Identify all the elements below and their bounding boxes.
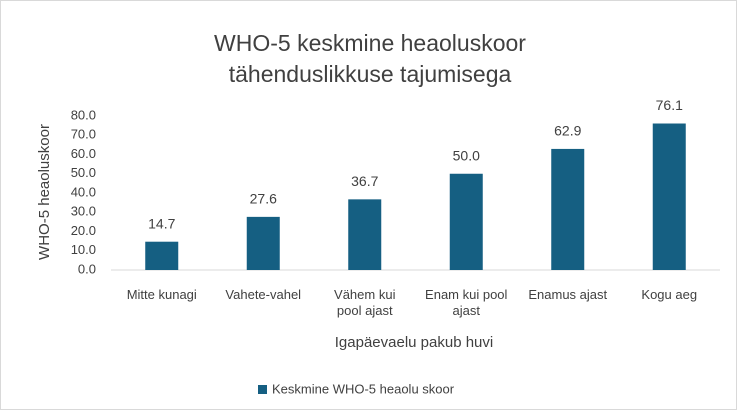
x-tick-label: Enam kui pool ajast [425, 287, 508, 318]
chart-title: WHO-5 keskmine heaoluskoor tähenduslikku… [214, 30, 526, 87]
bar [246, 216, 280, 270]
data-label: 50.0 [453, 147, 480, 163]
y-tick-label: 70.0 [71, 127, 96, 142]
bar [551, 148, 585, 270]
x-tick-label: Kogu aeg [641, 287, 698, 302]
x-tick-label: Vahete-vahel [225, 287, 302, 302]
legend-swatch [258, 385, 267, 394]
y-tick-label: 60.0 [71, 146, 96, 161]
x-tick-label: Vähem kui pool ajast [334, 287, 396, 318]
y-axis-title: WHO-5 heaoluskoor [36, 124, 53, 260]
y-tick-label: 50.0 [71, 165, 96, 180]
y-tick-label: 30.0 [71, 204, 96, 219]
x-axis-title: Igapäevaelu pakub huvi [335, 334, 493, 351]
data-label: 76.1 [656, 97, 683, 113]
data-label: 27.6 [250, 191, 277, 207]
bar [145, 241, 179, 270]
x-tick-label: Mitte kunagi [126, 287, 197, 302]
y-tick-label: 80.0 [71, 107, 96, 122]
y-tick-label: 10.0 [71, 242, 96, 257]
y-tick-label: 40.0 [71, 184, 96, 199]
y-tick-label: 0.0 [78, 261, 96, 276]
y-tick-label: 20.0 [71, 223, 96, 238]
bar [348, 199, 382, 270]
data-label: 14.7 [148, 215, 175, 231]
data-label: 62.9 [554, 123, 581, 139]
bar [652, 123, 686, 270]
legend-label: Keskmine WHO-5 heaolu skoor [272, 381, 455, 396]
data-label: 36.7 [351, 173, 378, 189]
x-tick-label: Enamus ajast [528, 287, 608, 302]
bar [449, 173, 483, 270]
